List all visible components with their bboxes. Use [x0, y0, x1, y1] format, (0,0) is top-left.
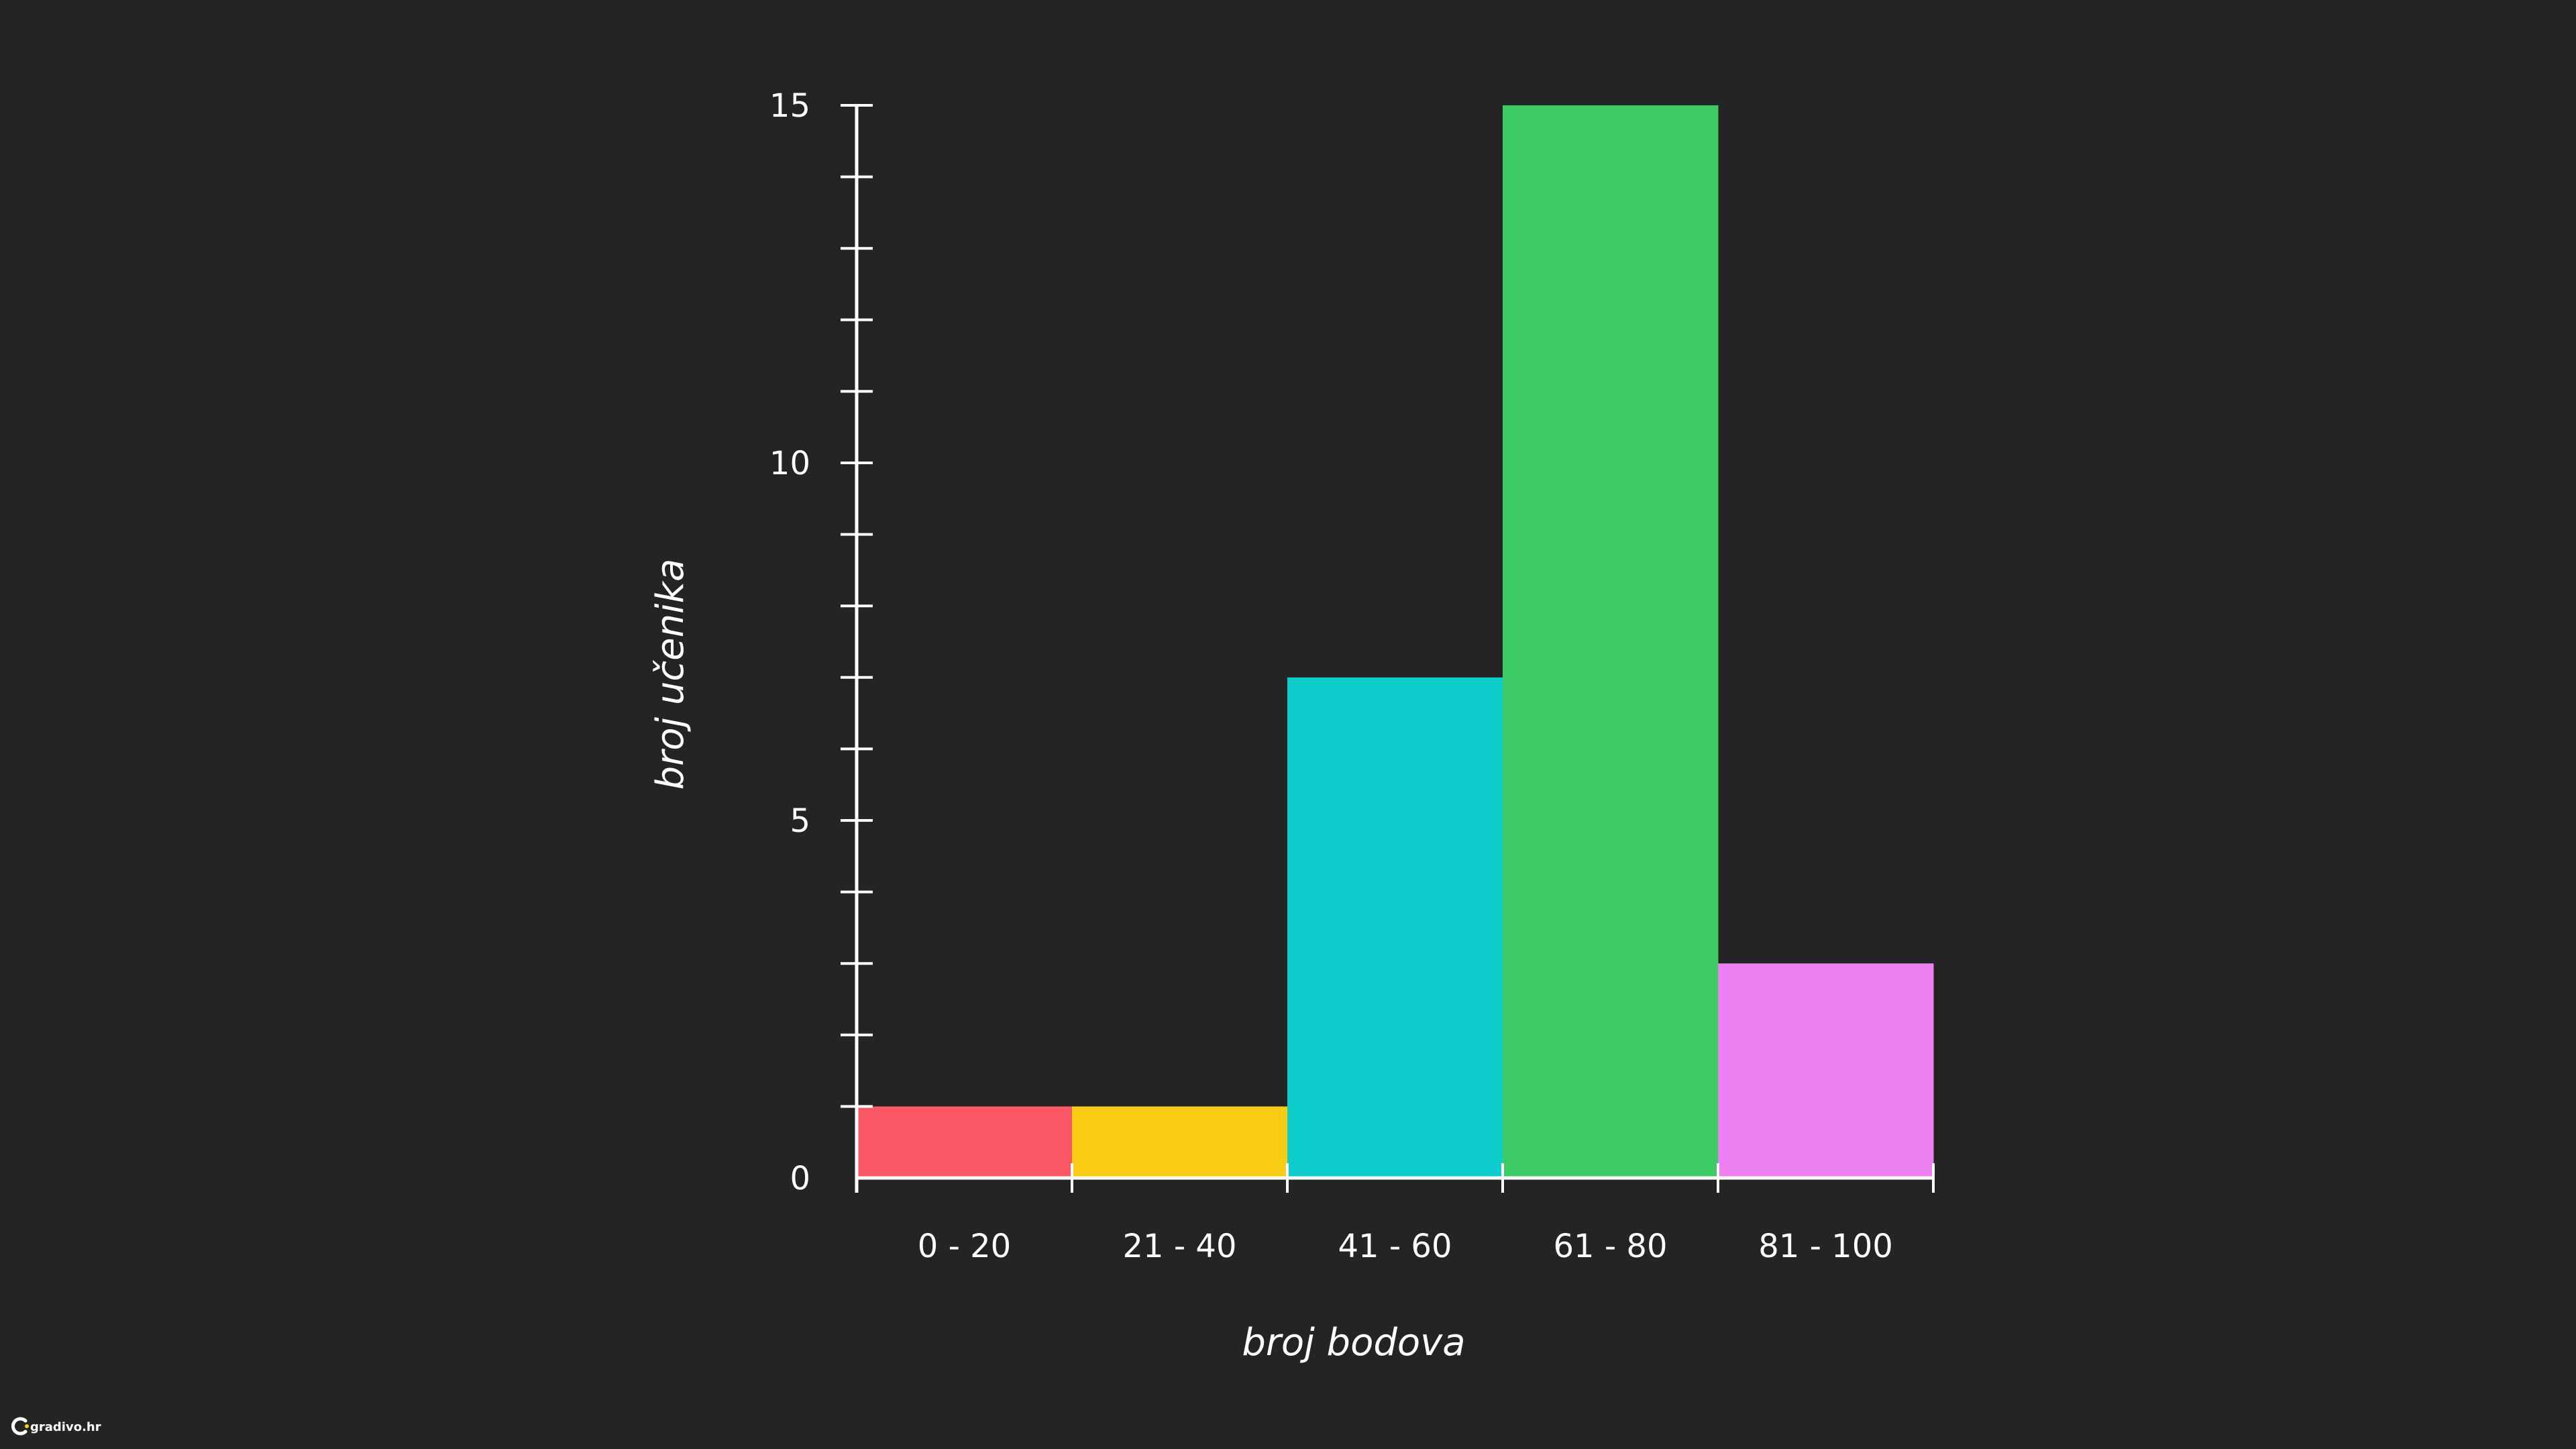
y-tick-label-15: 15 [769, 87, 810, 125]
x-axis-title: broj bodova [1242, 1321, 1465, 1364]
x-tick-labels-group: 0 - 20 21 - 40 41 - 60 61 - 80 81 - 100 [918, 1228, 1893, 1265]
bar-4 [1503, 105, 1719, 1178]
y-tick-label-5: 5 [790, 802, 810, 840]
gradivo-logo-icon [11, 1417, 29, 1436]
bar-3 [1287, 677, 1503, 1178]
y-tick-labels-group: 0 5 10 15 [769, 87, 810, 1197]
y-tick-label-0: 0 [790, 1160, 810, 1197]
x-tick-label-4: 61 - 80 [1554, 1228, 1668, 1265]
watermark-text: gradivo.hr [30, 1420, 101, 1434]
axes-group [855, 104, 1935, 1193]
bar-1 [857, 1106, 1073, 1178]
bar-5 [1718, 963, 1934, 1178]
x-tick-label-3: 41 - 60 [1338, 1228, 1452, 1265]
x-ticks-group [855, 1163, 1935, 1193]
bar-2 [1072, 1106, 1288, 1178]
bars-group [857, 105, 1934, 1178]
y-tick-label-10: 10 [769, 445, 810, 482]
x-tick-label-2: 21 - 40 [1123, 1228, 1237, 1265]
watermark: gradivo.hr [11, 1417, 101, 1436]
y-ticks-group [841, 104, 873, 1108]
x-tick-label-1: 0 - 20 [918, 1228, 1011, 1265]
y-axis-title: broj učenika [649, 559, 692, 790]
x-tick-label-5: 81 - 100 [1758, 1228, 1893, 1265]
